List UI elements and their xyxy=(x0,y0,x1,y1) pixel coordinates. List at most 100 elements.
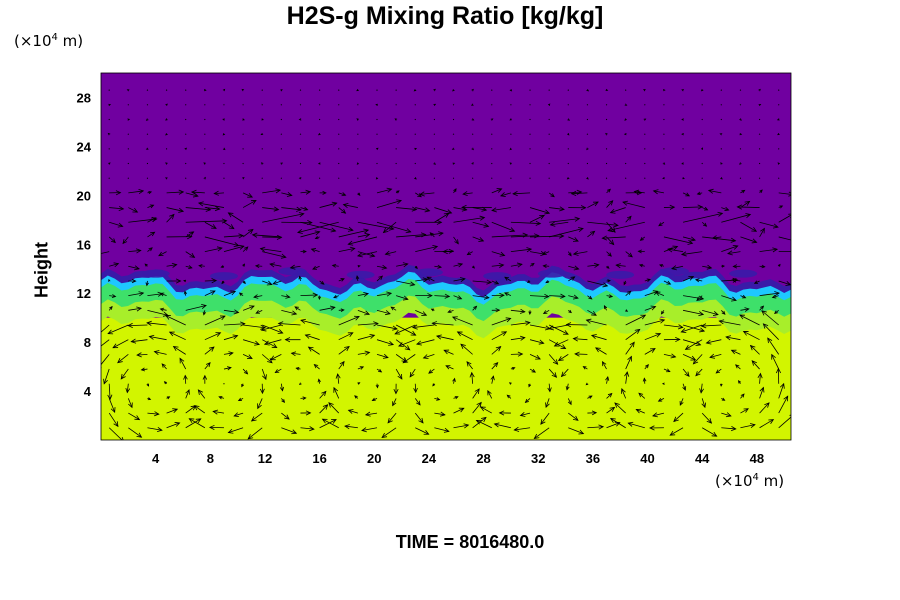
wind-arrowhead xyxy=(454,239,459,245)
wind-arrowhead xyxy=(363,228,370,234)
wind-arrow xyxy=(396,207,417,210)
wind-arrow xyxy=(311,248,320,252)
wind-arrowhead xyxy=(382,353,389,359)
wind-arrowhead xyxy=(281,399,286,403)
wind-arrow xyxy=(695,279,703,282)
wind-arrowhead xyxy=(730,237,737,243)
wind-arrow xyxy=(740,424,756,429)
wind-arrowhead xyxy=(580,205,587,211)
wind-arrow xyxy=(759,373,761,384)
wind-arrowhead xyxy=(284,414,290,420)
x-tick-label: 36 xyxy=(586,451,600,466)
wind-arrowhead xyxy=(634,328,641,335)
x-tick-label: 40 xyxy=(640,451,654,466)
wind-arrowhead xyxy=(558,233,565,239)
wind-arrow xyxy=(530,295,549,298)
wind-arrow xyxy=(491,376,494,384)
wind-arrow xyxy=(436,335,454,341)
wind-dot xyxy=(452,177,455,179)
wind-dot xyxy=(299,162,302,165)
wind-arrowhead xyxy=(626,290,632,295)
wind-arrowhead xyxy=(649,425,655,431)
wind-arrow xyxy=(149,336,167,341)
wind-arrowhead xyxy=(699,327,706,333)
wind-dot xyxy=(701,118,703,121)
wind-arrowhead xyxy=(382,227,389,234)
wind-arrowhead xyxy=(526,247,533,253)
wind-arrowhead xyxy=(524,398,530,404)
wind-dot xyxy=(319,104,321,106)
wind-arrow xyxy=(147,309,168,316)
wind-arrowhead xyxy=(438,231,444,237)
chart-title: H2S-g Mixing Ratio [kg/kg] xyxy=(286,2,604,30)
wind-arrowhead xyxy=(695,341,702,347)
wind-arrowhead xyxy=(779,205,784,209)
wind-arrowhead xyxy=(677,324,684,330)
wind-dot xyxy=(280,118,282,121)
wind-arrowhead xyxy=(725,335,732,341)
wind-arrow xyxy=(412,324,435,328)
wind-arrowhead xyxy=(498,410,505,416)
wind-arrowhead xyxy=(147,397,152,401)
wind-arrow xyxy=(606,407,615,414)
wind-arrow xyxy=(338,361,345,370)
wind-arrowhead xyxy=(735,364,740,369)
wind-arrow xyxy=(658,398,665,402)
wind-arrowhead xyxy=(117,357,123,364)
wind-arrowhead xyxy=(422,354,429,360)
wind-dot xyxy=(682,104,684,106)
wind-dot xyxy=(108,89,110,91)
wind-arrowhead xyxy=(645,364,649,369)
wind-arrowhead xyxy=(574,216,581,222)
wind-arrow xyxy=(491,346,501,355)
wind-arrowhead xyxy=(291,429,298,435)
wind-arrow xyxy=(147,217,157,223)
wind-arrow xyxy=(709,353,722,358)
wind-arrow xyxy=(251,412,263,422)
wind-arrow xyxy=(117,354,129,363)
wind-arrow xyxy=(128,412,140,420)
wind-arrow xyxy=(357,221,394,230)
wind-arrowhead xyxy=(165,177,168,180)
wind-arrow xyxy=(414,398,421,406)
wind-arrow xyxy=(663,353,676,358)
wind-arrow xyxy=(127,398,133,408)
wind-arrow xyxy=(549,218,580,223)
wind-arrow xyxy=(376,324,398,330)
wind-dot xyxy=(605,162,608,165)
wind-arrow xyxy=(319,202,337,208)
wind-arrowhead xyxy=(608,239,615,246)
wind-arrow xyxy=(625,251,633,258)
wind-arrow xyxy=(731,349,741,355)
wind-arrowhead xyxy=(300,318,306,324)
wind-arrow xyxy=(737,206,760,208)
wind-arrow xyxy=(415,246,438,252)
wind-arrowhead xyxy=(208,346,215,352)
wind-arrowhead xyxy=(706,418,713,424)
wind-dot xyxy=(376,162,378,165)
wind-arrow xyxy=(625,356,632,370)
wind-arrowhead xyxy=(172,346,179,352)
wind-dot xyxy=(605,104,608,106)
wind-arrow xyxy=(480,406,492,414)
wind-arrow xyxy=(228,212,244,223)
wind-arrow xyxy=(300,231,320,238)
wind-arrowhead xyxy=(731,296,737,302)
wind-dot xyxy=(452,104,455,106)
wind-arrowhead xyxy=(650,348,656,353)
wind-arrow xyxy=(721,427,736,430)
wind-arrow xyxy=(243,324,265,329)
wind-arrowhead xyxy=(572,415,579,421)
wind-arrow xyxy=(409,368,416,378)
wind-arrow xyxy=(491,188,502,194)
wind-arrowhead xyxy=(322,404,329,410)
wind-arrowhead xyxy=(602,282,609,288)
wind-dot xyxy=(625,177,627,179)
wind-arrow xyxy=(715,368,722,374)
wind-dot xyxy=(414,104,416,106)
wind-arrowhead xyxy=(198,264,203,268)
wind-arrow xyxy=(252,234,282,238)
wind-arrow xyxy=(463,192,473,195)
wind-arrowhead xyxy=(427,293,433,299)
